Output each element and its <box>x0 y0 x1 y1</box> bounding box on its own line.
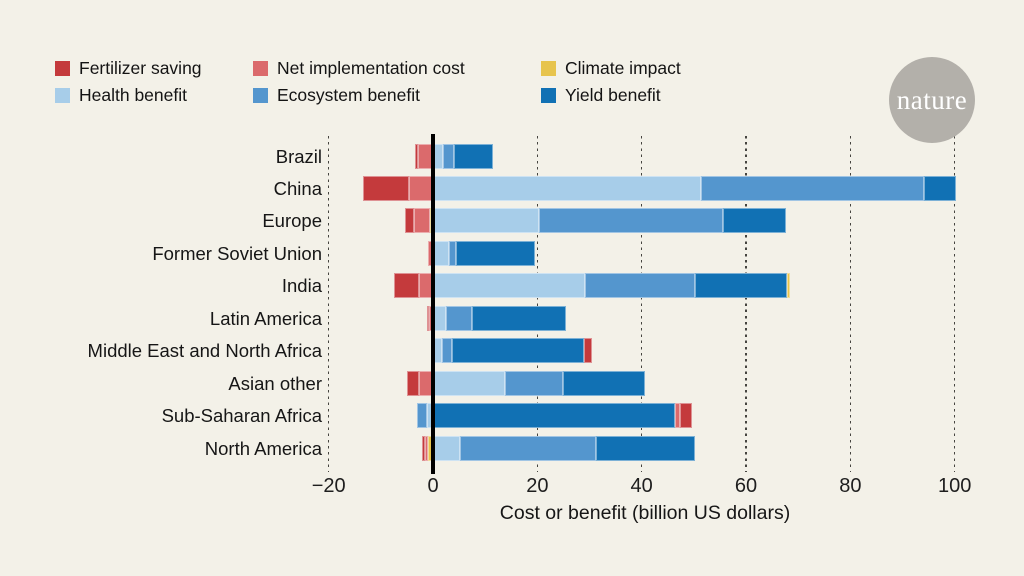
legend-label: Health benefit <box>79 84 187 105</box>
row-label: Former Soviet Union <box>152 242 322 264</box>
net-implementation-cost-swatch-icon <box>253 60 268 76</box>
bar-segment-implementation <box>418 370 433 396</box>
bar-segment-ecosystem <box>441 338 452 364</box>
legend-label: Yield benefit <box>565 84 661 105</box>
zero-axis-line <box>431 134 435 474</box>
bar-segment-health <box>433 305 446 331</box>
x-tick-label: 20 <box>526 475 549 497</box>
x-tick-label: 80 <box>839 475 862 497</box>
x-tick-label: 100 <box>937 475 972 497</box>
health-benefit-swatch-icon <box>55 87 70 103</box>
bar-segment-yield <box>596 435 695 461</box>
x-tick-label: 0 <box>427 475 439 497</box>
bar-segment-fertilizer <box>363 175 409 201</box>
bar-segment-fertilizer <box>679 403 693 429</box>
gridline--20 <box>327 136 330 472</box>
row-label: India <box>281 275 322 297</box>
bar-segment-yield <box>562 370 646 396</box>
x-tick-label: 60 <box>734 475 758 497</box>
legend-item-climate-impact: Climate impact <box>541 57 681 78</box>
nature-logo: nature <box>889 57 975 143</box>
bar-segment-health <box>433 143 444 169</box>
ecosystem-benefit-swatch-icon <box>253 87 268 103</box>
bar-segment-implementation <box>409 175 433 201</box>
bar-segment-yield <box>456 240 535 266</box>
bar-segment-fertilizer <box>426 305 429 331</box>
x-axis-title: Cost or benefit (billion US dollars) <box>499 502 791 524</box>
legend-item-yield-benefit: Yield benefit <box>541 84 661 105</box>
x-tick-label: 40 <box>630 475 653 497</box>
bar-segment-fertilizer <box>394 273 419 299</box>
bar-segment-ecosystem <box>585 273 695 299</box>
bar-segment-implementation <box>425 435 429 461</box>
bar-segment-health <box>433 338 442 364</box>
bar-segment-health <box>426 403 433 429</box>
fertilizer-saving-swatch-icon <box>55 60 70 76</box>
row-label: China <box>273 177 322 199</box>
nature-logo-text: nature <box>896 84 968 115</box>
bar-segment-health <box>433 240 449 266</box>
row-label: Asian other <box>228 372 322 394</box>
legend-item-ecosystem-benefit: Ecosystem benefit <box>253 84 420 105</box>
row-label: Latin America <box>209 307 322 329</box>
gridline-100 <box>953 136 956 472</box>
gridline-20 <box>536 136 539 472</box>
bar-segment-implementation <box>428 305 433 331</box>
bar-segment-climate <box>787 273 791 299</box>
bar-segment-ecosystem <box>443 143 454 169</box>
row-label: Sub-Saharan Africa <box>161 405 322 427</box>
bar-segment-ecosystem <box>700 175 924 201</box>
legend-label: Ecosystem benefit <box>277 84 420 105</box>
bar-segment-implementation <box>414 208 430 234</box>
bar-segment-implementation <box>427 240 433 266</box>
bar-segment-fertilizer <box>584 338 592 364</box>
bar-segment-health <box>433 208 539 234</box>
legend-label: Fertilizer saving <box>79 57 202 78</box>
bar-segment-fertilizer <box>414 143 418 169</box>
row-label: North America <box>204 437 322 459</box>
gridline-60 <box>745 136 747 472</box>
bar-segment-fertilizer <box>407 370 419 396</box>
bar-segment-fertilizer <box>404 208 415 234</box>
bar-segment-health <box>433 370 505 396</box>
bar-segment-yield <box>923 175 957 201</box>
bar-segment-ecosystem <box>448 240 457 266</box>
legend-item-fertilizer-saving: Fertilizer saving <box>55 57 202 78</box>
bar-segment-implementation <box>417 143 433 169</box>
legend-item-net-implementation-cost: Net implementation cost <box>253 57 465 78</box>
climate-impact-swatch-icon <box>541 60 556 76</box>
bar-segment-yield <box>723 208 786 234</box>
bar-segment-ecosystem <box>504 370 563 396</box>
bar-segment-climate <box>428 435 433 461</box>
bar-segment-yield <box>453 143 493 169</box>
legend-item-health-benefit: Health benefit <box>55 84 187 105</box>
gridline-80 <box>849 136 852 472</box>
bar-segment-yield <box>472 305 567 331</box>
bar-segment-ecosystem <box>459 435 597 461</box>
yield-benefit-swatch-icon <box>541 87 556 103</box>
bar-segment-health <box>433 175 701 201</box>
bar-segment-ecosystem <box>445 305 473 331</box>
row-label: Europe <box>262 210 322 232</box>
legend-label: Net implementation cost <box>277 57 465 78</box>
bar-segment-yield <box>694 273 788 299</box>
legend-label: Climate impact <box>565 57 681 78</box>
bar-segment-health <box>433 435 460 461</box>
bar-segment-ecosystem <box>538 208 724 234</box>
row-label: Middle East and North Africa <box>87 340 322 362</box>
x-tick-label: −20 <box>311 475 346 497</box>
bar-segment-yield <box>451 338 585 364</box>
bar-segment-health <box>433 273 586 299</box>
bar-segment-implementation <box>674 403 680 429</box>
bar-segment-ecosystem <box>416 403 427 429</box>
bar-segment-yield <box>433 403 675 429</box>
gridline-40 <box>640 136 643 472</box>
bar-segment-fertilizer <box>421 435 426 461</box>
row-label: Brazil <box>275 145 322 167</box>
bar-segment-implementation <box>418 273 433 299</box>
